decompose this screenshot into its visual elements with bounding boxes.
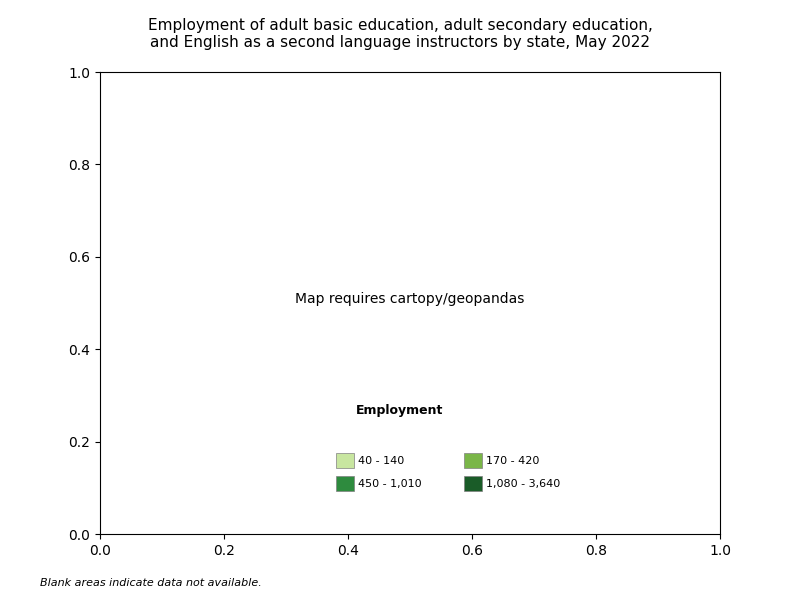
Text: 1,080 - 3,640: 1,080 - 3,640 xyxy=(486,479,560,488)
Text: 40 - 140: 40 - 140 xyxy=(358,456,404,466)
Text: Map requires cartopy/geopandas: Map requires cartopy/geopandas xyxy=(295,292,525,306)
Text: 450 - 1,010: 450 - 1,010 xyxy=(358,479,422,488)
Text: Employment of adult basic education, adult secondary education,
and English as a: Employment of adult basic education, adu… xyxy=(147,18,653,50)
Text: Blank areas indicate data not available.: Blank areas indicate data not available. xyxy=(40,578,262,588)
Text: Employment: Employment xyxy=(356,404,444,417)
Text: 170 - 420: 170 - 420 xyxy=(486,456,539,466)
